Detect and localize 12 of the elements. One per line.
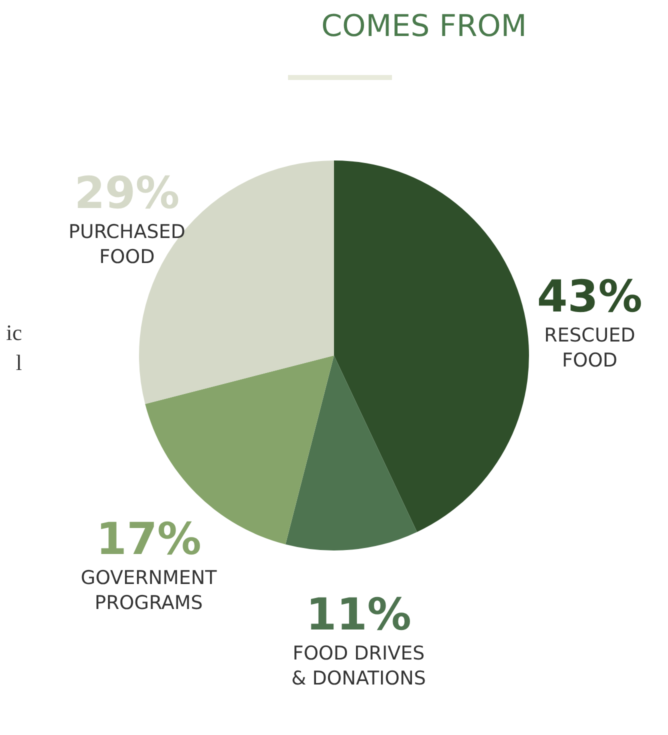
slice-label: RESCUED FOOD [544, 324, 636, 372]
text: ic [5, 319, 22, 347]
data-label: 11% [306, 589, 412, 640]
slice-label: GOVERNMENT PROGRAMS [80, 566, 218, 614]
pie-slice [334, 160, 529, 532]
data-label: 43% [537, 271, 642, 322]
slice-label: PURCHASED FOOD [68, 220, 186, 268]
slice-label: FOOD DRIVES & DONATIONS [291, 642, 426, 690]
chart-title: COMES FROM [321, 9, 527, 44]
text: l [14, 349, 22, 377]
pie-slice [286, 356, 418, 550]
data-label: 17% [96, 514, 202, 565]
